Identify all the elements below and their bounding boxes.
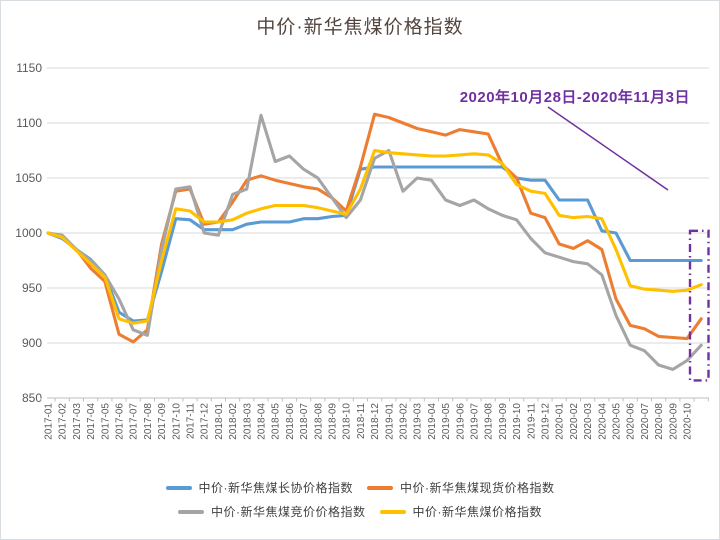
svg-text:2018-10: 2018-10 <box>342 403 353 440</box>
svg-text:2018-03: 2018-03 <box>242 403 253 440</box>
svg-text:2018-12: 2018-12 <box>370 403 381 440</box>
annotation-callout-line <box>547 106 669 191</box>
svg-text:2019-09: 2019-09 <box>498 403 509 440</box>
svg-text:2017-05: 2017-05 <box>100 403 111 440</box>
series-line-1[interactable] <box>46 112 703 344</box>
legend-item-auction[interactable]: 中价·新华焦煤竞价价格指数 <box>178 503 366 520</box>
svg-text:2018-09: 2018-09 <box>328 403 339 440</box>
x-axis-ticks <box>40 398 709 402</box>
svg-text:2017-10: 2017-10 <box>171 403 182 440</box>
x-axis-labels: 2017-01 2017-02 2017-03 2017-04 2017-05 2017-… <box>44 403 694 440</box>
legend-label-spot: 中价·新华焦煤现货价格指数 <box>400 481 555 495</box>
svg-text:2018-08: 2018-08 <box>313 403 324 440</box>
annotation-label: 2020年10月28日-2020年11月3日 <box>459 89 690 106</box>
svg-text:2020-10: 2020-10 <box>683 403 694 440</box>
svg-text:2018-06: 2018-06 <box>285 403 296 440</box>
svg-text:2019-05: 2019-05 <box>441 403 452 440</box>
series-line-3[interactable] <box>46 148 703 325</box>
svg-text:2020-06: 2020-06 <box>626 403 637 440</box>
svg-text:950: 950 <box>22 281 42 295</box>
svg-text:2017-01: 2017-01 <box>44 403 55 440</box>
svg-text:2017-07: 2017-07 <box>129 403 140 440</box>
svg-text:2019-02: 2019-02 <box>399 403 410 440</box>
y-axis-labels: 850 900 950 1000 1050 1100 1150 <box>15 61 42 405</box>
legend-swatch-blue-line <box>165 485 192 490</box>
svg-text:2019-01: 2019-01 <box>384 403 395 440</box>
legend-item-composite[interactable]: 中价·新华焦煤价格指数 <box>379 503 543 520</box>
svg-text:2019-04: 2019-04 <box>427 403 438 440</box>
legend-row-1: 中价·新华焦煤长协价格指数 中价·新华焦煤现货价格指数 <box>165 479 555 496</box>
legend-swatch-yellow-line <box>379 509 406 514</box>
highlight-box <box>688 229 710 382</box>
svg-text:2019-07: 2019-07 <box>470 403 481 440</box>
svg-text:2020-09: 2020-09 <box>668 403 679 440</box>
chart-title: 中价·新华焦煤价格指数 <box>256 17 464 38</box>
svg-text:2020-07: 2020-07 <box>640 403 651 440</box>
svg-text:2020-02: 2020-02 <box>569 403 580 440</box>
svg-text:1100: 1100 <box>16 116 42 130</box>
svg-text:2019-08: 2019-08 <box>484 403 495 440</box>
svg-text:2019-12: 2019-12 <box>541 403 552 440</box>
legend-item-longterm[interactable]: 中价·新华焦煤长协价格指数 <box>165 479 354 496</box>
svg-text:2017-06: 2017-06 <box>115 403 126 440</box>
svg-text:2020-01: 2020-01 <box>555 403 566 440</box>
svg-text:1150: 1150 <box>16 61 42 75</box>
svg-text:2017-08: 2017-08 <box>143 403 154 440</box>
svg-text:2020-08: 2020-08 <box>654 403 665 440</box>
svg-text:900: 900 <box>22 336 42 350</box>
svg-text:2020-05: 2020-05 <box>612 403 623 440</box>
series-line-0[interactable] <box>46 165 703 323</box>
svg-text:2020-03: 2020-03 <box>583 403 594 440</box>
svg-text:2017-02: 2017-02 <box>58 403 69 440</box>
svg-text:2018-05: 2018-05 <box>271 403 282 440</box>
svg-text:1050: 1050 <box>15 171 42 185</box>
svg-text:2017-09: 2017-09 <box>157 403 168 440</box>
svg-text:2019-11: 2019-11 <box>526 403 537 439</box>
legend-item-spot[interactable]: 中价·新华焦煤现货价格指数 <box>367 479 555 496</box>
svg-text:1000: 1000 <box>15 226 42 240</box>
svg-text:2017-03: 2017-03 <box>72 403 83 440</box>
svg-text:2017-12: 2017-12 <box>200 403 211 440</box>
legend: 中价·新华焦煤长协价格指数 中价·新华焦煤现货价格指数 中价·新华焦煤竞价价格指… <box>0 479 720 520</box>
legend-label-composite: 中价·新华焦煤价格指数 <box>412 505 542 519</box>
svg-text:2019-10: 2019-10 <box>512 403 523 440</box>
svg-text:2017-11: 2017-11 <box>186 403 197 439</box>
svg-text:2018-11: 2018-11 <box>356 403 367 439</box>
svg-text:2017-04: 2017-04 <box>86 403 97 440</box>
svg-text:2018-07: 2018-07 <box>299 403 310 440</box>
legend-label-longterm: 中价·新华焦煤长协价格指数 <box>198 481 353 495</box>
svg-text:2020-04: 2020-04 <box>597 403 608 440</box>
legend-row-2: 中价·新华焦煤竞价价格指数 中价·新华焦煤价格指数 <box>178 503 542 520</box>
svg-text:2019-03: 2019-03 <box>413 403 424 440</box>
svg-text:2018-01: 2018-01 <box>214 403 225 440</box>
legend-swatch-gray-line <box>178 509 204 514</box>
legend-swatch-orange-line <box>367 485 393 490</box>
legend-label-auction: 中价·新华焦煤竞价价格指数 <box>211 505 366 519</box>
svg-text:2018-04: 2018-04 <box>257 403 268 440</box>
svg-text:850: 850 <box>22 391 42 405</box>
svg-text:2018-02: 2018-02 <box>228 403 239 440</box>
svg-text:2019-06: 2019-06 <box>455 403 466 440</box>
